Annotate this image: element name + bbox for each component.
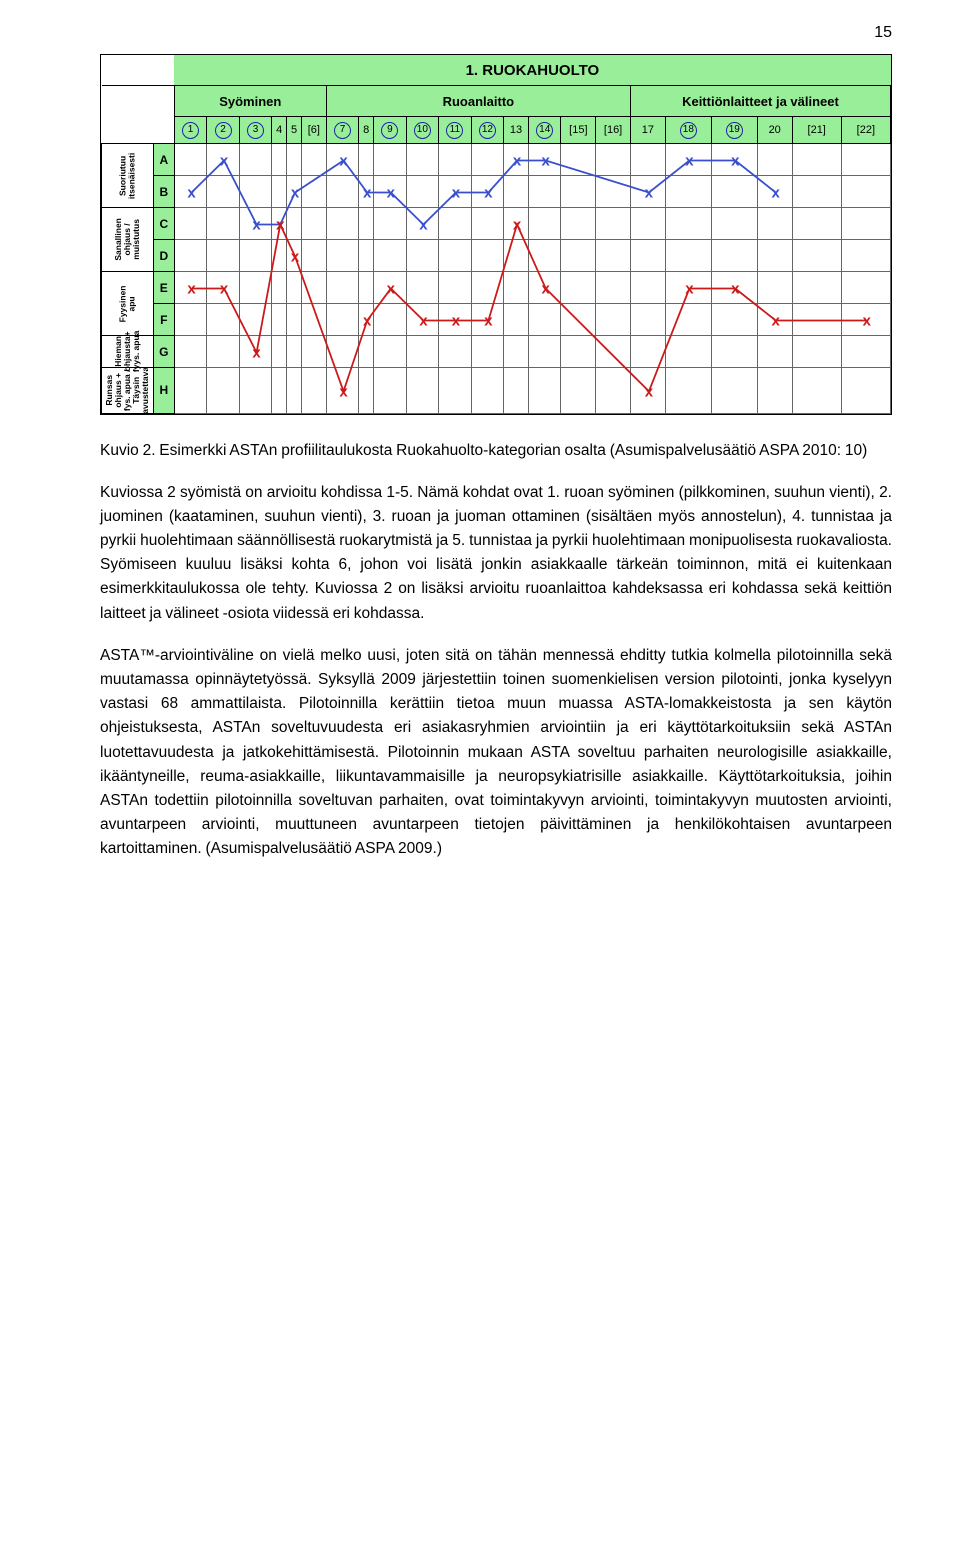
- chart-col-number: 3: [239, 117, 272, 144]
- chart-category: Keittiönlaitteet ja välineet: [630, 86, 890, 117]
- chart-col-number: 18: [665, 117, 711, 144]
- document-page: 15 1. RUOKAHUOLTOSyöminenRuoanlaittoKeit…: [0, 0, 960, 927]
- chart-col-number: 2: [207, 117, 240, 144]
- row-letter: E: [153, 272, 174, 304]
- chart-col-number: 20: [757, 117, 792, 144]
- row-letter: A: [153, 144, 174, 176]
- page-number: 15: [100, 24, 892, 42]
- y-axis-label: Sanallinenohjaus /muistutus: [102, 208, 154, 272]
- chart-col-number: 13: [504, 117, 529, 144]
- y-axis-label: Hiemanohjausta+fyys. apua: [102, 336, 154, 368]
- asta-chart: 1. RUOKAHUOLTOSyöminenRuoanlaittoKeittiö…: [100, 54, 892, 415]
- chart-col-number: [15]: [561, 117, 596, 144]
- chart-col-number: [22]: [841, 117, 890, 144]
- chart-col-number: 1: [174, 117, 207, 144]
- row-letter: B: [153, 176, 174, 208]
- chart-category: Ruoanlaitto: [326, 86, 630, 117]
- chart-col-number: [6]: [301, 117, 326, 144]
- chart-col-number: 14: [528, 117, 561, 144]
- chart-col-number: 17: [630, 117, 665, 144]
- figure-caption: Kuvio 2. Esimerkki ASTAn profiilitauluko…: [100, 439, 892, 463]
- chart-col-number: 19: [711, 117, 757, 144]
- y-axis-label: Runsas ohjaus +fys. apua /Täysinavustett…: [102, 368, 154, 414]
- chart-col-number: 7: [326, 117, 359, 144]
- chart-col-number: 5: [287, 117, 302, 144]
- paragraph-1: Kuviossa 2 syömistä on arvioitu kohdissa…: [100, 481, 892, 626]
- chart-col-number: 12: [471, 117, 504, 144]
- row-letter: D: [153, 240, 174, 272]
- y-axis-label: Suoriutuuitsenäisesti: [102, 144, 154, 208]
- chart-col-number: 11: [439, 117, 472, 144]
- chart-category: Syöminen: [174, 86, 326, 117]
- row-letter: F: [153, 304, 174, 336]
- chart-col-number: [21]: [792, 117, 841, 144]
- chart-col-number: 8: [359, 117, 374, 144]
- chart-col-number: 9: [374, 117, 407, 144]
- chart-col-number: 10: [406, 117, 439, 144]
- row-letter: G: [153, 336, 174, 368]
- paragraph-2: ASTA™-arviointiväline on vielä melko uus…: [100, 644, 892, 862]
- chart-col-number: 4: [272, 117, 287, 144]
- chart-col-number: [16]: [596, 117, 631, 144]
- row-letter: H: [153, 368, 174, 414]
- row-letter: C: [153, 208, 174, 240]
- chart-title: 1. RUOKAHUOLTO: [174, 55, 890, 86]
- y-axis-label: Fyysinenapu: [102, 272, 154, 336]
